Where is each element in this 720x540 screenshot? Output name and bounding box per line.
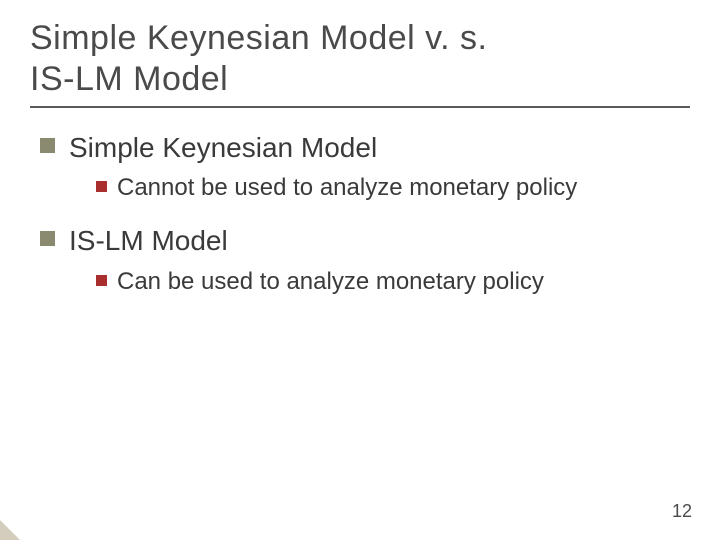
square-bullet-icon xyxy=(40,138,55,153)
square-bullet-icon xyxy=(96,275,107,286)
list-item: Simple Keynesian Model xyxy=(40,130,690,166)
title-underline xyxy=(30,106,690,108)
slide-content: Simple Keynesian Model Cannot be used to… xyxy=(30,130,690,297)
list-item-label: Simple Keynesian Model xyxy=(69,130,377,166)
square-bullet-icon xyxy=(40,231,55,246)
title-line-1: Simple Keynesian Model v. s. xyxy=(30,19,487,57)
title-line-2: IS-LM Model xyxy=(30,60,228,98)
sublist-item: Can be used to analyze monetary policy xyxy=(96,266,690,297)
list-item-label: IS-LM Model xyxy=(69,223,228,259)
sublist: Can be used to analyze monetary policy xyxy=(40,266,690,297)
square-bullet-icon xyxy=(96,181,107,192)
sublist-item: Cannot be used to analyze monetary polic… xyxy=(96,172,690,203)
list-item: IS-LM Model xyxy=(40,223,690,259)
sublist-item-label: Can be used to analyze monetary policy xyxy=(117,266,544,297)
sublist: Cannot be used to analyze monetary polic… xyxy=(40,172,690,203)
sublist-item-label: Cannot be used to analyze monetary polic… xyxy=(117,172,577,203)
slide-title: Simple Keynesian Model v. s. IS-LM Model xyxy=(30,18,690,100)
slide-container: Simple Keynesian Model v. s. IS-LM Model… xyxy=(0,0,720,540)
corner-decoration-icon xyxy=(0,520,20,540)
page-number: 12 xyxy=(672,501,692,522)
